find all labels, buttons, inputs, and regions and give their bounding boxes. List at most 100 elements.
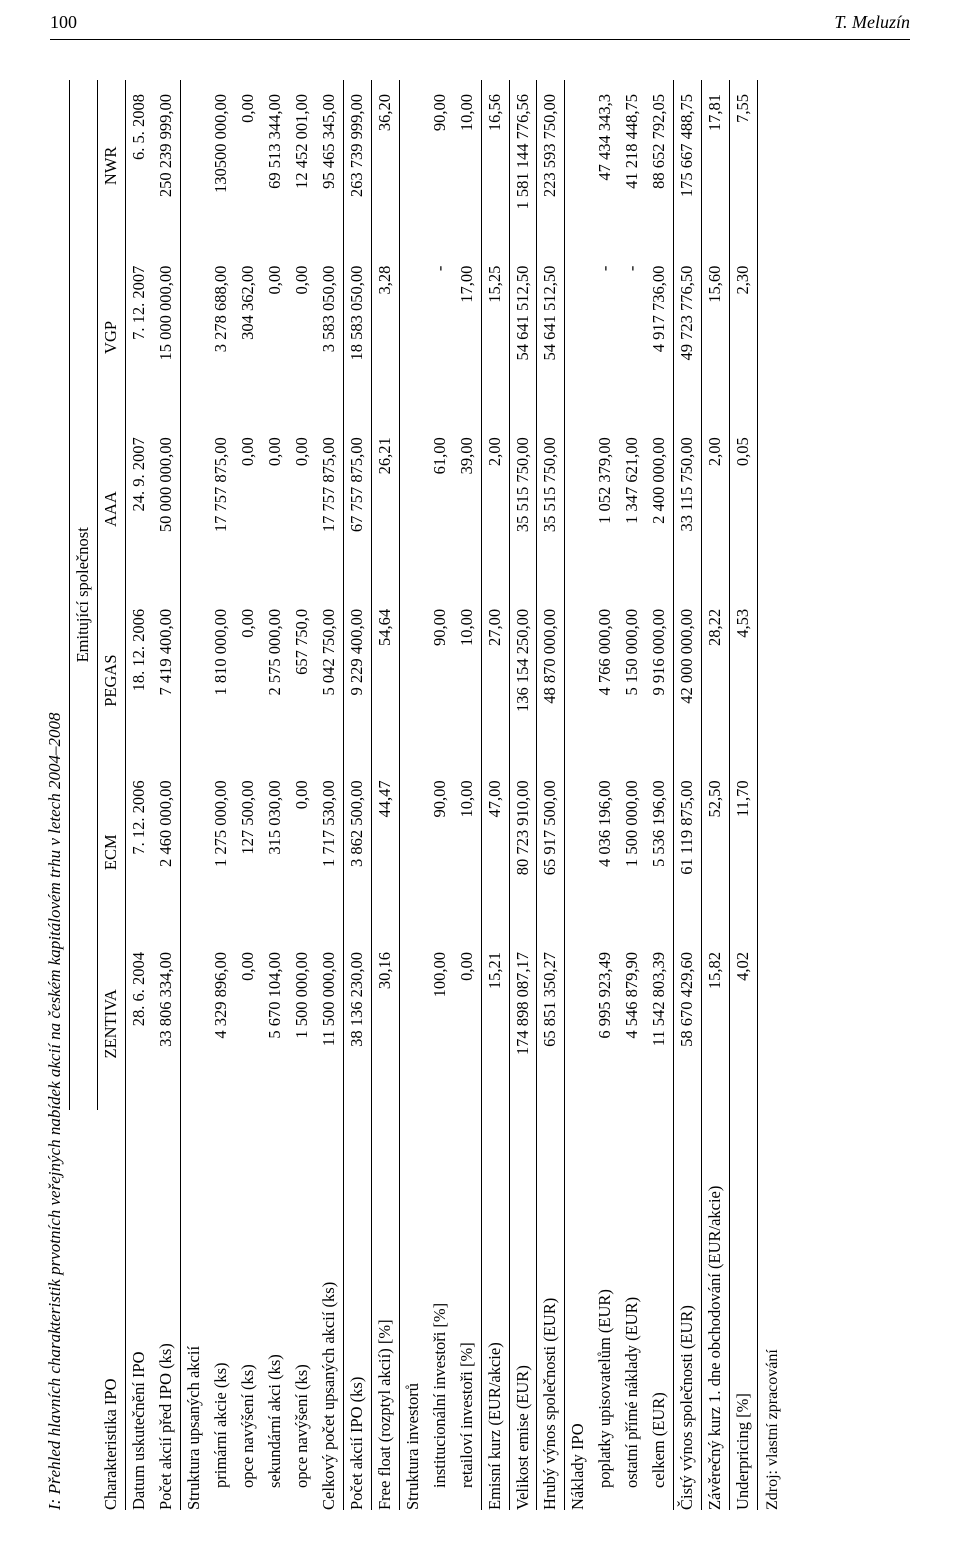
row-label: celkem (EUR): [646, 1110, 673, 1510]
table-caption: I: Přehled hlavních charakteristik prvot…: [45, 80, 65, 1510]
table-cell: 175 667 488,75: [674, 80, 702, 252]
table-cell: 30,16: [371, 938, 399, 1110]
table-cell: 50 000 000,00: [153, 423, 180, 595]
row-label: Celkový počet upsaných akcií (ks): [316, 1110, 343, 1510]
table-cell: 4,53: [730, 595, 758, 767]
table-cell: 2,30: [730, 252, 758, 424]
row-label: Free float (rozptyl akcií) [%]: [371, 1110, 399, 1510]
table-cell: 9 916 000,00: [646, 595, 673, 767]
company-header: ZENTIVA: [97, 938, 125, 1110]
page: 100 T. Meluzín I: Přehled hlavních chara…: [0, 0, 960, 1544]
table-cell: 3 278 688,00: [208, 252, 235, 424]
table-cell: -: [619, 252, 646, 424]
table-cell: [399, 938, 426, 1110]
row-label: Čistý výnos společnosti (EUR): [674, 1110, 702, 1510]
author-name: T. Meluzín: [834, 12, 910, 33]
table-cell: 4 036 196,00: [592, 766, 619, 938]
table-cell: [399, 80, 426, 252]
table-cell: 16,56: [481, 80, 509, 252]
table-cell: 223 593 750,00: [537, 80, 565, 252]
table-cell: 15 000 000,00: [153, 252, 180, 424]
company-header: VGP: [97, 252, 125, 424]
table-cell: 24. 9. 2007: [125, 423, 152, 595]
table-cell: 1 810 000,00: [208, 595, 235, 767]
company-header: AAA: [97, 423, 125, 595]
table-cell: 67 757 875,00: [343, 423, 371, 595]
row-label: Počet akcií IPO (ks): [343, 1110, 371, 1510]
company-header: PEGAS: [97, 595, 125, 767]
table-cell: 17,81: [702, 80, 730, 252]
table-cell: [565, 423, 592, 595]
table-cell: 47,00: [481, 766, 509, 938]
table-cell: 2 460 000,00: [153, 766, 180, 938]
ipo-table: Charakteristika IPOEmitující společnostZ…: [69, 80, 758, 1510]
table-cell: 27,00: [481, 595, 509, 767]
table-cell: 0,05: [730, 423, 758, 595]
table-cell: 0,00: [235, 938, 262, 1110]
row-label: ostatní přímé náklady (EUR): [619, 1110, 646, 1510]
table-cell: 4 329 896,00: [208, 938, 235, 1110]
table-cell: [399, 595, 426, 767]
table-cell: 80 723 910,00: [509, 766, 537, 938]
table-cell: 90,00: [427, 766, 454, 938]
row-label: Emisní kurz (EUR/akcie): [481, 1110, 509, 1510]
table-cell: [180, 80, 207, 252]
table-cell: 2,00: [702, 423, 730, 595]
table-cell: 100,00: [427, 938, 454, 1110]
table-cell: 0,00: [289, 423, 316, 595]
table-cell: 0,00: [454, 938, 481, 1110]
table-cell: 4 546 879,90: [619, 938, 646, 1110]
table-cell: 3 583 050,00: [316, 252, 343, 424]
table-cell: 41 218 448,75: [619, 80, 646, 252]
table-cell: 35 515 750,00: [537, 423, 565, 595]
table-cell: 4 917 736,00: [646, 252, 673, 424]
table-cell: 15,25: [481, 252, 509, 424]
table-cell: 6. 5. 2008: [125, 80, 152, 252]
table-cell: 17 757 875,00: [316, 423, 343, 595]
rotated-table-block: I: Přehled hlavních charakteristik prvot…: [45, 80, 782, 1510]
company-header: NWR: [97, 80, 125, 252]
table-cell: [399, 252, 426, 424]
table-cell: 9 229 400,00: [343, 595, 371, 767]
row-label: retailoví investoři [%]: [454, 1110, 481, 1510]
table-cell: 28,22: [702, 595, 730, 767]
table-cell: 263 739 999,00: [343, 80, 371, 252]
table-cell: 5 670 104,00: [262, 938, 289, 1110]
table-cell: 11 500 000,00: [316, 938, 343, 1110]
table-cell: 18 583 050,00: [343, 252, 371, 424]
table-cell: 6 995 923,49: [592, 938, 619, 1110]
table-cell: 0,00: [289, 766, 316, 938]
table-cell: 130500 000,00: [208, 80, 235, 252]
section-label: Náklady IPO: [565, 1110, 592, 1510]
row-label: Hrubý výnos společnosti (EUR): [537, 1110, 565, 1510]
table-cell: [565, 766, 592, 938]
table-cell: 1 052 379,00: [592, 423, 619, 595]
table-cell: 11,70: [730, 766, 758, 938]
table-cell: 4,02: [730, 938, 758, 1110]
company-header: ECM: [97, 766, 125, 938]
table-cell: 11 542 803,39: [646, 938, 673, 1110]
table-cell: 136 154 250,00: [509, 595, 537, 767]
table-cell: 657 750,0: [289, 595, 316, 767]
table-cell: 1 275 000,00: [208, 766, 235, 938]
row-label: sekundární akci (ks): [262, 1110, 289, 1510]
table-cell: 0,00: [235, 80, 262, 252]
table-cell: 36,20: [371, 80, 399, 252]
table-cell: 315 030,00: [262, 766, 289, 938]
table-cell: 65 851 350,27: [537, 938, 565, 1110]
table-cell: 69 513 344,00: [262, 80, 289, 252]
table-cell: 0,00: [289, 252, 316, 424]
table-cell: [180, 766, 207, 938]
table-cell: 61 119 875,00: [674, 766, 702, 938]
table-cell: 15,60: [702, 252, 730, 424]
section-label: Struktura investorů: [399, 1110, 426, 1510]
table-cell: 4 766 000,00: [592, 595, 619, 767]
table-cell: 15,21: [481, 938, 509, 1110]
table-cell: 0,00: [235, 423, 262, 595]
table-cell: 58 670 429,60: [674, 938, 702, 1110]
table-cell: 1 581 144 776,56: [509, 80, 537, 252]
table-cell: 33 806 334,00: [153, 938, 180, 1110]
table-cell: 90,00: [427, 595, 454, 767]
table-cell: 7 419 400,00: [153, 595, 180, 767]
table-cell: 52,50: [702, 766, 730, 938]
